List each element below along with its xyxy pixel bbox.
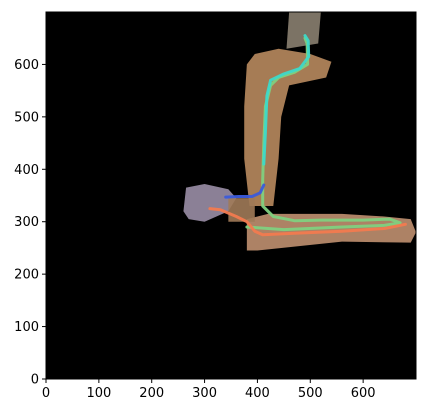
trajectory-line-3 <box>224 183 266 199</box>
trajectory-line-2 <box>208 207 407 237</box>
trajectory-line-4 <box>262 34 311 166</box>
y-tick-label: 0 <box>31 373 39 388</box>
x-tick-label: 500 <box>298 386 323 401</box>
y-tick-label: 200 <box>14 268 39 283</box>
x-axis: 0 100 200 300 400 500 600 <box>42 379 376 401</box>
x-tick-label: 400 <box>245 386 270 401</box>
y-tick-label: 500 <box>14 110 39 125</box>
plot-frame <box>45 11 417 380</box>
x-tick-label: 100 <box>86 386 111 401</box>
y-tick-label: 600 <box>14 58 39 73</box>
trajectory-layer <box>208 34 407 237</box>
map-region-top-room <box>286 12 321 49</box>
x-tick-label: 0 <box>42 386 50 401</box>
x-tick-label: 600 <box>351 386 376 401</box>
x-tick-label: 300 <box>192 386 217 401</box>
y-tick-label: 400 <box>14 163 39 178</box>
trajectory-line-1 <box>245 36 402 232</box>
y-tick-label: 300 <box>14 215 39 230</box>
y-tick-label: 100 <box>14 320 39 335</box>
map-region-vertical-corridor <box>244 48 332 206</box>
x-tick-label: 200 <box>139 386 164 401</box>
y-axis: 0 100 200 300 400 500 600 <box>14 58 46 388</box>
